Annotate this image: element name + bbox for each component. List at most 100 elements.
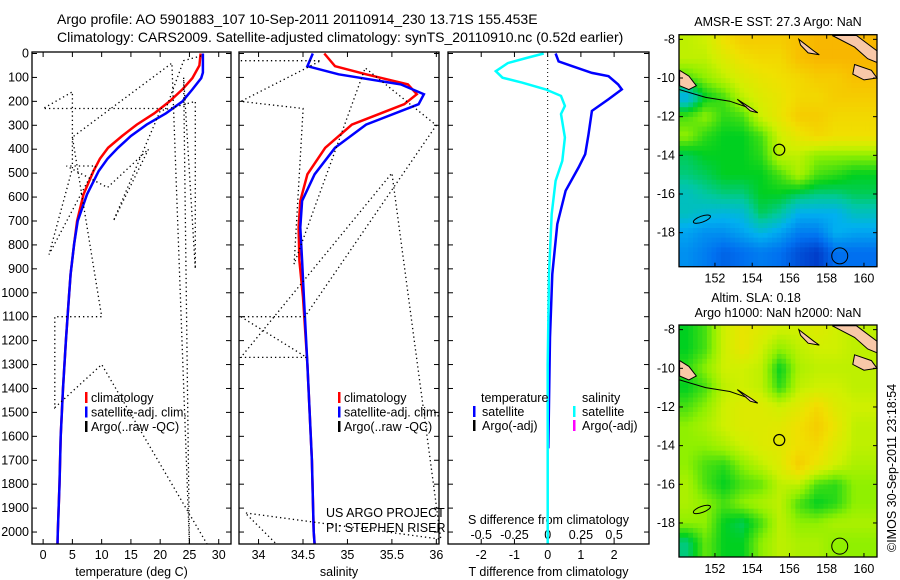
map-cell bbox=[856, 257, 862, 263]
map-cell bbox=[804, 218, 810, 224]
map-cell bbox=[758, 228, 764, 234]
map-cell bbox=[781, 325, 787, 331]
map-cell bbox=[716, 441, 722, 447]
map-cell bbox=[753, 416, 759, 422]
map-cell bbox=[758, 329, 764, 335]
map-cell bbox=[795, 54, 801, 60]
map-cell bbox=[795, 257, 801, 263]
map-cell bbox=[697, 49, 703, 55]
map-cell bbox=[748, 83, 754, 89]
map-cell bbox=[748, 44, 754, 50]
map-cell bbox=[706, 503, 712, 509]
map-cell bbox=[679, 92, 685, 98]
map-cell bbox=[776, 39, 782, 45]
map-cell bbox=[758, 213, 764, 219]
map-cell bbox=[795, 445, 801, 451]
map-cell bbox=[776, 402, 782, 408]
map-cell bbox=[739, 552, 745, 558]
y-tick-label: 2000 bbox=[1, 525, 29, 539]
map-cell bbox=[874, 208, 878, 214]
map-cell bbox=[781, 416, 787, 422]
map-cell bbox=[716, 484, 722, 490]
map-cell bbox=[758, 242, 764, 248]
map-cell bbox=[828, 421, 834, 427]
map-cell bbox=[679, 228, 685, 234]
map-cell bbox=[762, 218, 768, 224]
map-cell bbox=[693, 441, 699, 447]
map-cell bbox=[846, 237, 852, 243]
map-cell bbox=[823, 252, 829, 258]
map-cell bbox=[702, 160, 708, 166]
map-cell bbox=[720, 474, 726, 480]
map-cell bbox=[856, 141, 862, 147]
map-cell bbox=[869, 450, 875, 456]
map-cell bbox=[767, 155, 773, 161]
map-cell bbox=[762, 470, 768, 476]
map-cell bbox=[800, 141, 806, 147]
map-cell bbox=[734, 470, 740, 476]
map-cell bbox=[860, 63, 866, 69]
map-cell bbox=[753, 141, 759, 147]
map-cell bbox=[683, 87, 689, 94]
map-cell bbox=[683, 141, 689, 147]
map-cell bbox=[832, 470, 838, 476]
map-cell bbox=[837, 78, 843, 84]
map-cell bbox=[828, 92, 834, 98]
map-cell bbox=[851, 155, 857, 161]
map-cell bbox=[809, 387, 815, 393]
map-cell bbox=[809, 489, 815, 495]
map-cell bbox=[832, 358, 838, 364]
map-cell bbox=[679, 484, 685, 490]
map-cell bbox=[856, 145, 862, 152]
map-cell bbox=[748, 537, 754, 543]
map-cell bbox=[846, 78, 852, 84]
map-cell bbox=[874, 126, 878, 132]
map-cell bbox=[767, 160, 773, 166]
map-cell bbox=[809, 349, 815, 355]
map-cell bbox=[874, 460, 878, 466]
map-cell bbox=[716, 126, 722, 132]
map-cell bbox=[781, 78, 787, 84]
map-cell bbox=[823, 261, 829, 268]
map-cell bbox=[790, 252, 796, 258]
map-cell bbox=[730, 349, 736, 355]
map-cell bbox=[860, 325, 866, 331]
map-cell bbox=[781, 412, 787, 418]
map-cell bbox=[776, 49, 782, 55]
map-cell bbox=[693, 184, 699, 190]
map-cell bbox=[711, 232, 717, 239]
map-cell bbox=[804, 470, 810, 476]
map-cell bbox=[804, 436, 810, 442]
map-cell bbox=[767, 383, 773, 389]
map-cell bbox=[734, 252, 740, 258]
map-cell bbox=[874, 441, 878, 447]
map-cell bbox=[706, 494, 712, 500]
map-cell bbox=[790, 78, 796, 84]
map-cell bbox=[786, 416, 792, 422]
map-cell bbox=[762, 247, 768, 253]
map-cell bbox=[679, 489, 685, 495]
map-cell bbox=[804, 136, 810, 142]
map-cell bbox=[767, 421, 773, 427]
map-cell bbox=[688, 34, 694, 40]
map-cell bbox=[846, 407, 852, 413]
map-cell bbox=[804, 83, 810, 89]
map-cell bbox=[744, 107, 750, 113]
map-cell bbox=[739, 203, 745, 210]
map-cell bbox=[837, 387, 843, 393]
map-cell bbox=[781, 194, 787, 200]
map-cell bbox=[758, 412, 764, 418]
map-cell bbox=[814, 445, 820, 451]
map-cell bbox=[758, 339, 764, 345]
map-cell bbox=[790, 354, 796, 360]
map-cell bbox=[739, 261, 745, 268]
map-cell bbox=[693, 363, 699, 369]
map-cell bbox=[744, 63, 750, 69]
map-cell bbox=[846, 58, 852, 65]
map-cell bbox=[697, 58, 703, 65]
map-cell bbox=[762, 208, 768, 214]
map-cell bbox=[837, 58, 843, 65]
map-cell bbox=[683, 499, 689, 505]
map-cell bbox=[786, 499, 792, 505]
map-cell bbox=[818, 499, 824, 505]
